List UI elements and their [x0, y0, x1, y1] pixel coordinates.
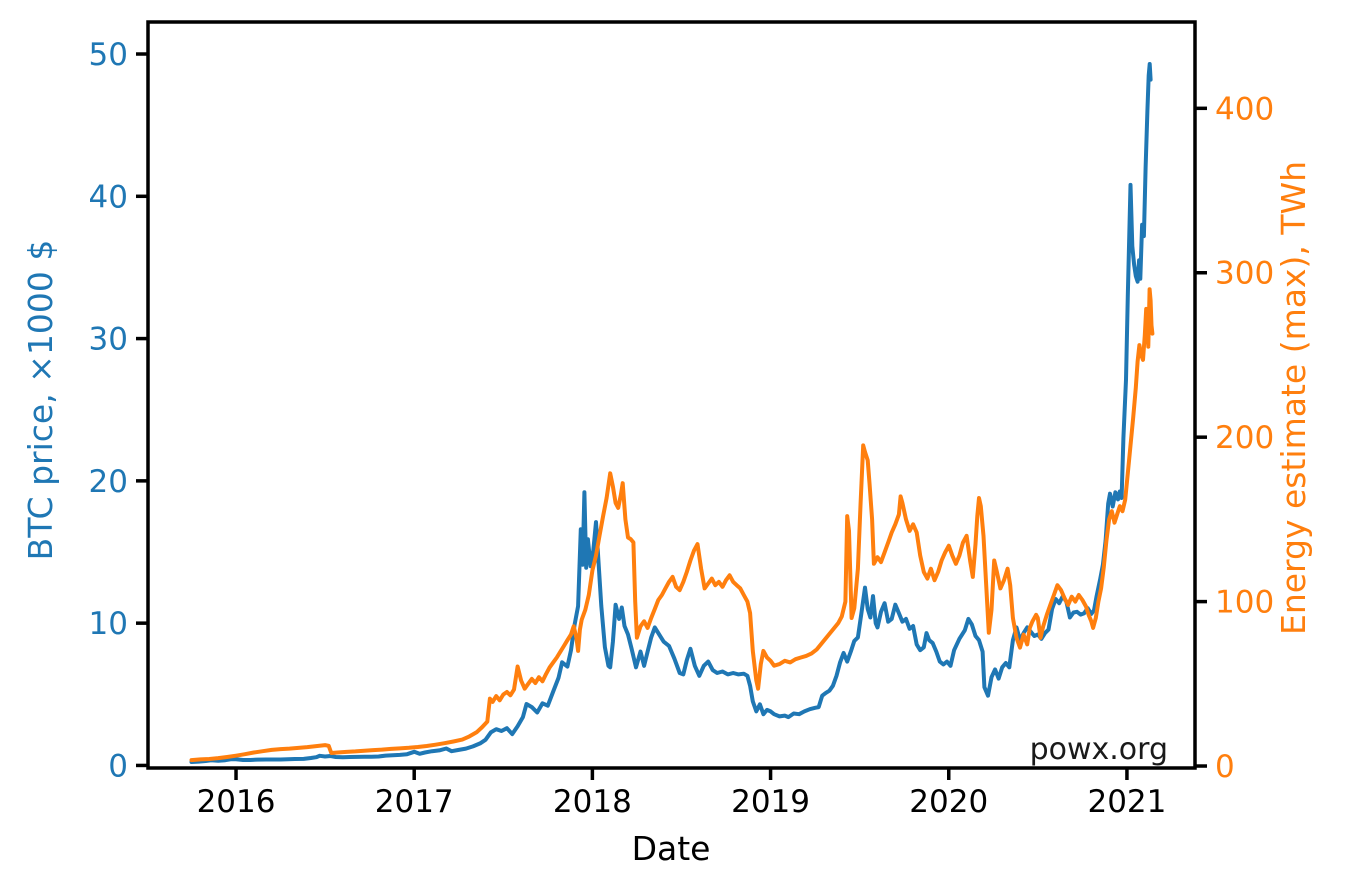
series-line-btc-price	[189, 62, 1153, 764]
x-tick-label: 2017	[375, 784, 454, 820]
y-right-tick-label: 200	[1215, 420, 1274, 456]
x-tick-label: 2016	[197, 784, 276, 820]
y-left-tick-label: 30	[89, 322, 128, 358]
watermark-text: powx.org	[1030, 732, 1168, 767]
x-axis-label: Date	[632, 829, 711, 868]
x-tick-label: 2020	[909, 784, 988, 820]
y-left-tick-label: 20	[89, 464, 128, 500]
y-left-tick-label: 50	[89, 37, 128, 73]
y-axis-label-right: Energy estimate (max), TWh	[1274, 161, 1313, 635]
y-right-tick-label: 300	[1215, 256, 1274, 292]
y-axis-label-left: BTC price, ×1000 $	[21, 240, 60, 561]
x-tick-label: 2021	[1087, 784, 1166, 820]
series-line-energy-estimate	[189, 287, 1155, 763]
plot-border	[146, 20, 1197, 770]
y-left-tick-label: 10	[89, 606, 128, 642]
axes: 2016 2017 2018 2019 2020 2021 0 10 20 30 40 50 0 100 2…	[89, 20, 1274, 820]
y-left-tick-label: 0	[108, 748, 128, 784]
x-tick-label: 2019	[731, 784, 810, 820]
y-right-tick-label: 100	[1215, 585, 1274, 621]
x-tick-label: 2018	[553, 784, 632, 820]
series-lines	[189, 62, 1155, 764]
y-right-tick-label: 400	[1215, 91, 1274, 127]
y-left-tick-label: 40	[89, 179, 128, 215]
y-right-tick-label: 0	[1215, 749, 1235, 785]
